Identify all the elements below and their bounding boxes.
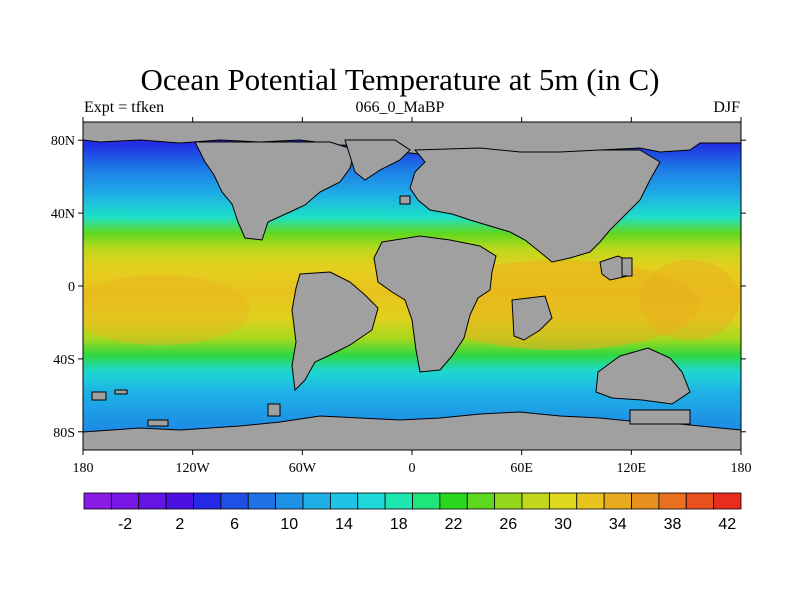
colorbar-swatch-2 <box>138 492 167 510</box>
lat-tick-label-2: 0 <box>68 280 75 295</box>
lat-tick-label-1: 40N <box>51 207 75 222</box>
lon-tick-label-6: 180 <box>731 461 752 476</box>
colorbar-swatch-14 <box>466 492 496 510</box>
colorbar-swatch-18 <box>576 492 605 510</box>
colorbar-swatch-19 <box>603 492 632 510</box>
colorbar-swatch-23 <box>713 492 742 510</box>
lon-tick-label-5: 120E <box>617 461 647 476</box>
colorbar-swatch-17 <box>548 492 578 510</box>
colorbar-swatch-13 <box>439 492 468 510</box>
colorbar-swatch-4 <box>193 492 222 510</box>
colorbar-swatch-15 <box>494 492 523 510</box>
colorbar-label-9: 34 <box>609 516 627 533</box>
lon-tick-label-3: 0 <box>409 461 416 476</box>
colorbar-label-2: 6 <box>230 516 239 533</box>
map-area <box>83 122 741 450</box>
land-australia <box>595 347 691 405</box>
colorbar-label-4: 14 <box>335 516 353 533</box>
island-2 <box>114 389 128 395</box>
island-4 <box>147 419 169 427</box>
colorbar-label-3: 10 <box>280 516 298 533</box>
colorbar-swatch-12 <box>412 492 441 510</box>
lat-tick-label-4: 80S <box>53 426 75 441</box>
colorbar-swatch-1 <box>110 492 140 510</box>
land-india <box>511 295 553 341</box>
colorbar-swatch-16 <box>521 492 550 510</box>
period-label: 066_0_MaBP <box>355 99 445 116</box>
land-greenland <box>344 139 411 181</box>
colorbar-swatch-22 <box>685 492 715 510</box>
lon-tick-label-2: 60W <box>289 461 317 476</box>
colorbar-label-1: 2 <box>175 516 184 533</box>
colorbar-swatch-8 <box>302 492 331 510</box>
latitude-axis: 80N 40N 0 40S 80S <box>51 134 746 441</box>
longitude-axis: 180 120W 60W 0 60E 120E 180 <box>73 117 752 476</box>
land-south-america <box>291 271 379 392</box>
colorbar-swatch-10 <box>357 492 386 510</box>
colorbar-swatch-3 <box>165 492 194 510</box>
colorbar-swatch-21 <box>658 492 687 510</box>
lon-tick-label-0: 180 <box>73 461 94 476</box>
colorbar: -2 2 6 10 14 18 22 26 30 34 38 42 <box>83 492 742 533</box>
lat-tick-label-3: 40S <box>53 353 75 368</box>
warm-pool-pacific <box>83 275 250 345</box>
experiment-label: Expt = tfken <box>84 99 165 116</box>
colorbar-swatch-5 <box>220 492 249 510</box>
colorbar-label-11: 42 <box>718 516 736 533</box>
colorbar-label-7: 26 <box>499 516 517 533</box>
colorbar-label-8: 30 <box>554 516 572 533</box>
colorbar-swatch-6 <box>247 492 277 510</box>
island-1 <box>91 391 107 401</box>
colorbar-swatch-9 <box>329 492 359 510</box>
colorbar-swatch-0 <box>83 492 112 510</box>
colorbar-swatch-11 <box>384 492 413 510</box>
colorbar-swatch-7 <box>275 492 304 510</box>
land-masses <box>83 122 741 450</box>
map-title: Ocean Potential Temperature at 5m (in C) <box>140 62 660 97</box>
warm-pool-west-pacific <box>640 260 740 340</box>
lon-tick-label-4: 60E <box>510 461 533 476</box>
lon-tick-label-1: 120W <box>176 461 211 476</box>
colorbar-label-10: 38 <box>664 516 682 533</box>
land-antarctica <box>83 411 741 450</box>
season-label: DJF <box>713 99 740 116</box>
island-7 <box>399 195 411 205</box>
land-africa <box>373 235 497 373</box>
island-6 <box>629 409 691 425</box>
lat-tick-label-0: 80N <box>51 134 75 149</box>
colorbar-label-0: -2 <box>118 516 132 533</box>
colorbar-label-5: 18 <box>390 516 408 533</box>
colorbar-swatch-20 <box>631 492 660 510</box>
land-eurasia <box>409 147 661 263</box>
island-3 <box>267 403 281 417</box>
island-5 <box>621 257 633 277</box>
colorbar-label-6: 22 <box>445 516 463 533</box>
